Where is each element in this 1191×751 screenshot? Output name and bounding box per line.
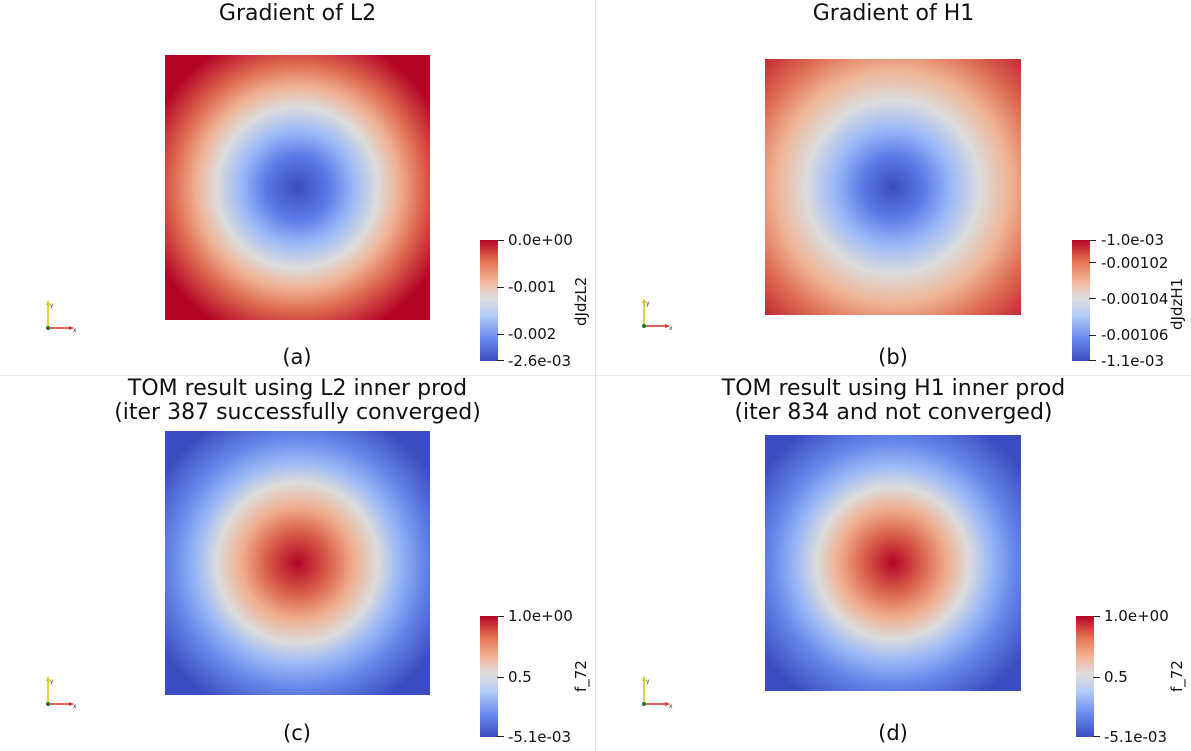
panel-b-tick-label: -1.0e-03 <box>1101 231 1164 249</box>
panel-d-caption: (d) <box>878 721 908 745</box>
panel-d-scalar-field[interactable] <box>765 435 1021 691</box>
panel-b-gradient-h1[interactable]: Gradient of H1 y x (b) -1.0e-03 -0.00102… <box>596 0 1191 375</box>
axis-x-label: x <box>669 325 673 332</box>
panel-a-tick-label: -0.002 <box>508 325 557 343</box>
panel-c-colorbar-title: f_72 <box>572 660 590 692</box>
panel-a-tick <box>497 360 504 361</box>
panel-d-tick <box>1093 616 1100 617</box>
panel-a-colorbar <box>480 240 498 361</box>
panel-b-tick <box>1089 262 1096 263</box>
panel-b-scalar-field[interactable] <box>765 59 1021 315</box>
panel-d-colorbar-title: f_72 <box>1168 660 1186 692</box>
panel-c-tick-label: -5.1e-03 <box>508 728 571 746</box>
panel-a-colorbar-title: dJdzL2 <box>572 276 590 326</box>
axis-y-label: y <box>646 678 650 685</box>
axis-y-label: y <box>50 302 54 309</box>
panel-b-tick <box>1089 298 1096 299</box>
panel-a-tick <box>497 334 504 335</box>
panel-a-orientation-axes-icon: y x <box>40 300 80 338</box>
axis-y-label: y <box>50 678 54 685</box>
panel-c-tom-result-l2[interactable]: TOM result using L2 inner prod (iter 387… <box>0 376 595 751</box>
panel-d-tick-label: 1.0e+00 <box>1104 607 1169 625</box>
panel-c-tick <box>497 677 504 678</box>
panel-a-scalar-field[interactable] <box>165 55 430 320</box>
panel-b-colorbar <box>1072 240 1090 361</box>
panel-b-tick <box>1089 335 1096 336</box>
panel-a-caption: (a) <box>282 345 312 369</box>
panel-a-tick-label: 0.0e+00 <box>508 231 573 249</box>
panel-c-scalar-field[interactable] <box>165 431 430 695</box>
panel-c-caption: (c) <box>283 721 311 745</box>
axis-x-label: x <box>73 327 77 334</box>
panel-b-tick-label: -0.00102 <box>1101 254 1169 272</box>
panel-b-title: Gradient of H1 <box>812 1 975 26</box>
panel-b-caption: (b) <box>878 345 908 369</box>
panel-b-tick <box>1089 240 1096 241</box>
panel-b-tick <box>1089 360 1096 361</box>
panel-c-tick-label: 0.5 <box>508 668 532 686</box>
panel-c-tick <box>497 616 504 617</box>
panel-c-tick <box>497 736 504 737</box>
panel-a-title: Gradient of L2 <box>218 1 377 26</box>
panel-b-tick-label: -0.00104 <box>1101 290 1169 308</box>
panel-d-title: TOM result using H1 inner prod (iter 834… <box>721 376 1066 425</box>
panel-c-colorbar <box>480 616 498 737</box>
panel-a-gradient-l2[interactable]: Gradient of L2 y x (a) 0.0e+00 -0.001 -0… <box>0 0 595 375</box>
panel-d-tick-label: 0.5 <box>1104 668 1128 686</box>
panel-c-orientation-axes-icon: y x <box>40 676 80 714</box>
panel-a-tick-label: -0.001 <box>508 278 557 296</box>
axis-y-label: y <box>646 300 650 307</box>
panel-a-tick <box>497 287 504 288</box>
panel-b-orientation-axes-icon: y x <box>636 298 676 336</box>
panel-b-tick-label: -0.00106 <box>1101 326 1169 344</box>
panel-a-tick-label: -2.6e-03 <box>508 352 571 370</box>
panel-a-tick <box>497 240 504 241</box>
axis-x-label: x <box>669 703 673 710</box>
panel-b-tick-label: -1.1e-03 <box>1101 352 1164 370</box>
panel-d-tick <box>1093 736 1100 737</box>
horizontal-separator <box>0 375 1191 376</box>
panel-d-tick-label: -5.1e-03 <box>1104 728 1167 746</box>
panel-d-tick <box>1093 677 1100 678</box>
panel-d-orientation-axes-icon: y x <box>636 676 676 714</box>
panel-c-tick-label: 1.0e+00 <box>508 607 573 625</box>
axis-x-label: x <box>73 703 77 710</box>
panel-d-tom-result-h1[interactable]: TOM result using H1 inner prod (iter 834… <box>596 376 1191 751</box>
panel-c-title: TOM result using L2 inner prod (iter 387… <box>114 376 481 425</box>
panel-d-colorbar <box>1076 616 1094 737</box>
panel-b-colorbar-title: dJdzH1 <box>1168 277 1186 330</box>
